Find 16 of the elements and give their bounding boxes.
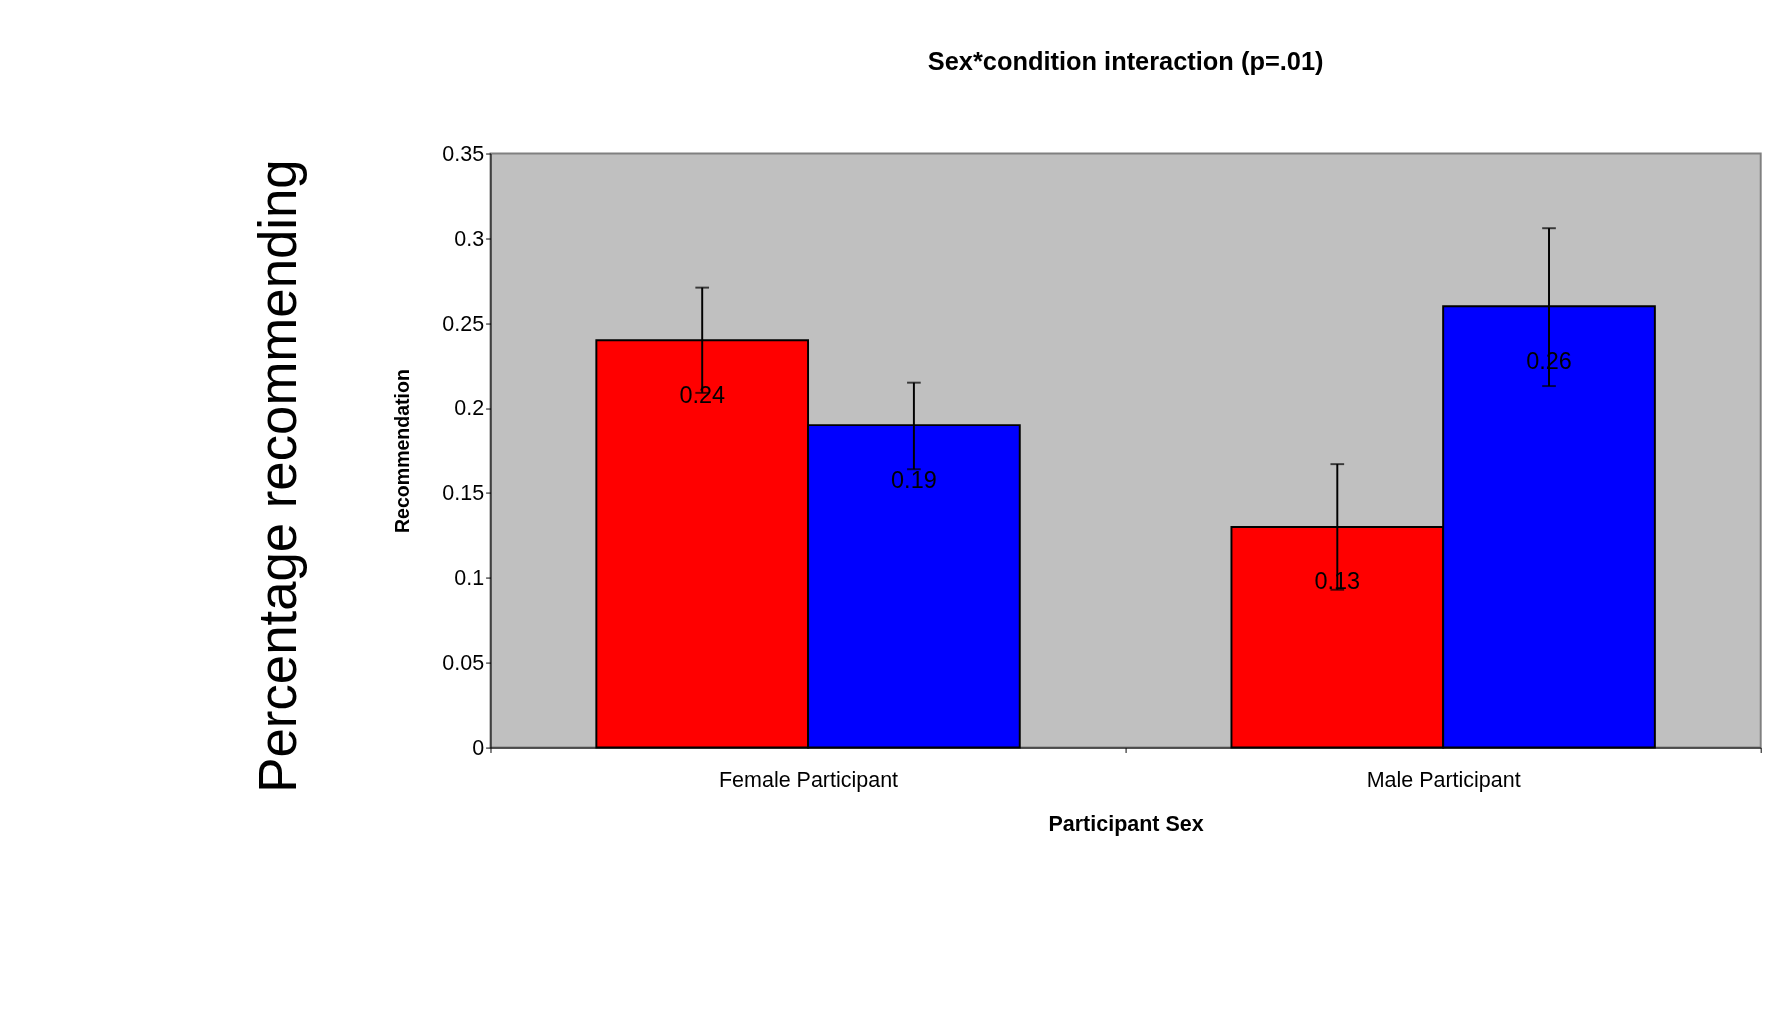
x-axis-title: Participant Sex <box>1048 812 1204 837</box>
data-label: 0.24 <box>679 381 726 408</box>
y-tick-label: 0 <box>472 735 485 760</box>
y-tick-label: 0.3 <box>454 226 485 251</box>
x-tick-label: Female Participant <box>718 768 899 793</box>
y-tick-label: 0.2 <box>454 396 485 421</box>
data-label: 0.19 <box>891 466 937 493</box>
chart-title: Sex*condition interaction (p=.01) <box>927 46 1324 75</box>
text: Percentage recommending <box>248 159 308 793</box>
y-tick-label: 0.05 <box>442 651 485 676</box>
y-axis-title: Recommendation <box>391 369 414 533</box>
y-tick-label: 0.1 <box>454 566 485 591</box>
y-tick-label: 0.25 <box>442 311 485 336</box>
y-tick-label: 0.35 <box>442 141 485 166</box>
x-tick-label: Male Participant <box>1366 768 1521 793</box>
y-tick-label: 0.15 <box>442 481 485 506</box>
